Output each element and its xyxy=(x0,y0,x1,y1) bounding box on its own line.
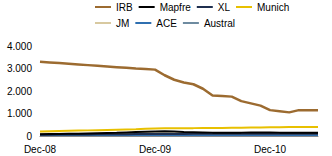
svg-text:Munich: Munich xyxy=(257,2,289,13)
svg-text:JM: JM xyxy=(116,18,129,29)
svg-text:2.000: 2.000 xyxy=(7,86,32,97)
svg-text:Dec-08: Dec-08 xyxy=(24,144,57,155)
svg-text:ACE: ACE xyxy=(156,18,177,29)
svg-text:3.000: 3.000 xyxy=(7,63,32,74)
svg-text:Dec-09: Dec-09 xyxy=(139,144,172,155)
svg-text:1.000: 1.000 xyxy=(7,108,32,119)
svg-text:Dec-10: Dec-10 xyxy=(254,144,287,155)
svg-text:IRB: IRB xyxy=(116,2,133,13)
svg-text:0: 0 xyxy=(26,131,32,142)
svg-text:XL: XL xyxy=(218,2,231,13)
svg-text:Mapfre: Mapfre xyxy=(160,2,192,13)
svg-text:Austral: Austral xyxy=(204,18,235,29)
svg-text:4.000: 4.000 xyxy=(7,41,32,52)
